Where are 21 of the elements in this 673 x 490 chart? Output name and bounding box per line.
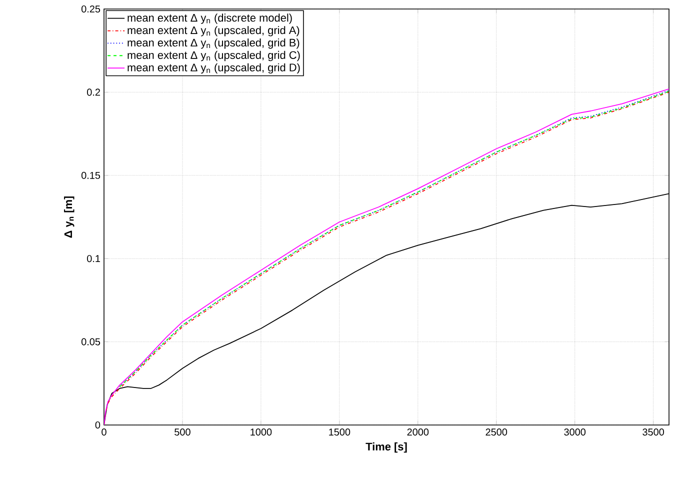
- x-tick-label: 1000: [250, 428, 272, 436]
- x-tick-label: 0: [102, 428, 106, 436]
- x-tick-label: 2500: [486, 428, 508, 436]
- legend-label: mean extent Δ y$_{n}$ (upscaled, grid C): [128, 50, 300, 62]
- x-tick-label: 3500: [642, 428, 664, 436]
- y-axis-title: Δ y$_{n}$ [m]: [64, 196, 74, 238]
- x-tick-label: 1500: [329, 428, 350, 436]
- legend-label: mean extent Δ y$_{n}$ (upscaled, grid A): [128, 26, 300, 36]
- y-tick-label: 0: [95, 421, 100, 429]
- y-tick-label: 0.15: [81, 172, 100, 179]
- x-tick-label: 2000: [407, 428, 429, 436]
- legend-label: mean extent Δ y$_{n}$ (discrete model): [128, 14, 292, 24]
- legend-label: mean extent Δ y$_{n}$ (upscaled, grid B): [128, 38, 300, 49]
- y-tick-label: 0.25: [81, 5, 100, 13]
- x-axis-title: Time [s]: [366, 442, 407, 453]
- x-tick-label: 3000: [564, 428, 586, 436]
- x-tick-label: 500: [174, 428, 190, 436]
- y-tick-label: 0.05: [81, 338, 100, 346]
- y-tick-label: 0.1: [87, 255, 100, 262]
- y-tick-label: 0.2: [87, 88, 100, 96]
- legend-label: mean extent Δ y$_{n}$ (upscaled, grid D): [128, 63, 300, 74]
